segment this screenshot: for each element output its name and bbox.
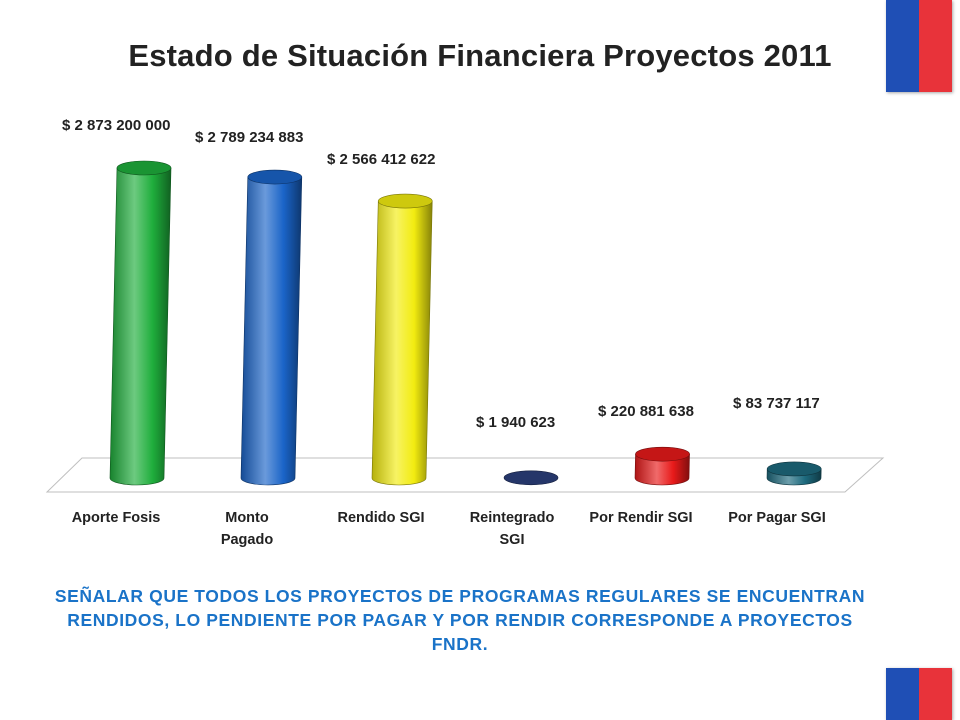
category-label-3: Rendido SGI bbox=[338, 510, 425, 526]
bar-6 bbox=[766, 461, 822, 486]
flag-bottom bbox=[886, 668, 952, 720]
category-label-2-line-2: Pagado bbox=[221, 532, 274, 548]
data-label-2: $ 2 789 234 883 bbox=[195, 129, 303, 146]
category-label-6: Por Pagar SGI bbox=[728, 510, 826, 526]
category-label-4-line-1: Reintegrado bbox=[470, 510, 555, 526]
category-label-5: Por Rendir SGI bbox=[589, 510, 692, 526]
data-label-1: $ 2 873 200 000 bbox=[62, 117, 170, 134]
data-label-5: $ 220 881 638 bbox=[598, 403, 694, 420]
page-title: Estado de Situación Financiera Proyectos… bbox=[128, 38, 832, 73]
data-label-3: $ 2 566 412 622 bbox=[327, 151, 435, 168]
bar-3 bbox=[371, 193, 433, 486]
bar-2 bbox=[240, 169, 303, 486]
chart-floor bbox=[45, 457, 885, 493]
flag-top bbox=[886, 0, 952, 92]
bar-5 bbox=[634, 446, 690, 486]
category-label-1: Aporte Fosis bbox=[72, 510, 161, 526]
bar-1 bbox=[109, 160, 172, 486]
bar-4 bbox=[503, 470, 559, 486]
category-label-4-line-2: SGI bbox=[500, 532, 525, 548]
note-text: SEÑALAR QUE TODOS LOS PROYECTOS DE PROGR… bbox=[54, 586, 866, 654]
data-label-6: $ 83 737 117 bbox=[733, 395, 820, 412]
data-label-4: $ 1 940 623 bbox=[476, 414, 555, 431]
category-label-2-line-1: Monto bbox=[225, 510, 269, 526]
